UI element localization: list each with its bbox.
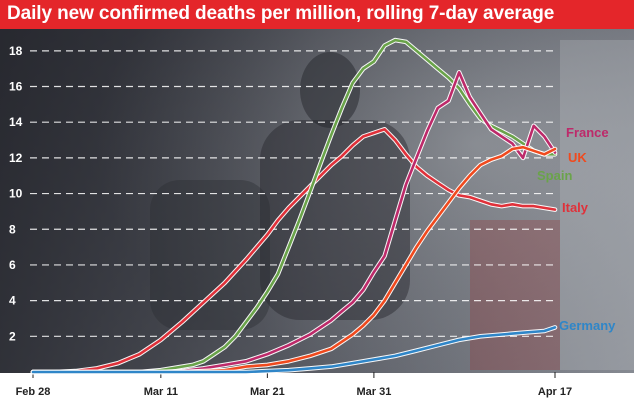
y-tick-label: 4 (9, 294, 16, 308)
y-axis-ticks: 2 4 6 8 10 12 14 16 18 (9, 44, 23, 343)
series-line-france (31, 71, 557, 374)
series-line-italy (31, 128, 557, 374)
series-outline-spain (30, 37, 558, 375)
series-lines (30, 37, 558, 375)
y-tick-label: 16 (9, 80, 23, 94)
x-tick-label: Apr 17 (538, 386, 572, 398)
series-line-uk (31, 145, 557, 374)
x-axis-ticks: Feb 28 Mar 11 Mar 21 Mar 31 Apr 17 (16, 372, 572, 398)
y-tick-label: 10 (9, 187, 23, 201)
x-tick-label: Feb 28 (16, 386, 51, 398)
y-tick-label: 8 (9, 222, 16, 236)
gridlines (30, 50, 555, 337)
series-label-italy: Italy (562, 200, 589, 215)
series-label-germany: Germany (559, 318, 616, 333)
x-tick-label: Mar 31 (356, 386, 391, 398)
series-label-france: France (566, 125, 609, 140)
title-bar: Daily new confirmed deaths per million, … (0, 0, 634, 29)
series-labels: Italy Spain France UK Germany (537, 125, 616, 333)
y-tick-label: 6 (9, 258, 16, 272)
y-tick-label: 12 (9, 151, 23, 165)
y-tick-label: 18 (9, 44, 23, 58)
chart-title: Daily new confirmed deaths per million, … (7, 3, 555, 24)
y-tick-label: 2 (9, 329, 16, 343)
series-line-spain (31, 38, 557, 374)
series-line-germany (31, 326, 557, 374)
x-tick-label: Mar 21 (250, 386, 285, 398)
x-tick-label: Mar 11 (144, 386, 178, 398)
y-tick-label: 14 (9, 115, 23, 129)
x-axis-band (0, 373, 634, 410)
series-label-uk: UK (568, 150, 587, 165)
series-label-spain: Spain (537, 168, 572, 183)
